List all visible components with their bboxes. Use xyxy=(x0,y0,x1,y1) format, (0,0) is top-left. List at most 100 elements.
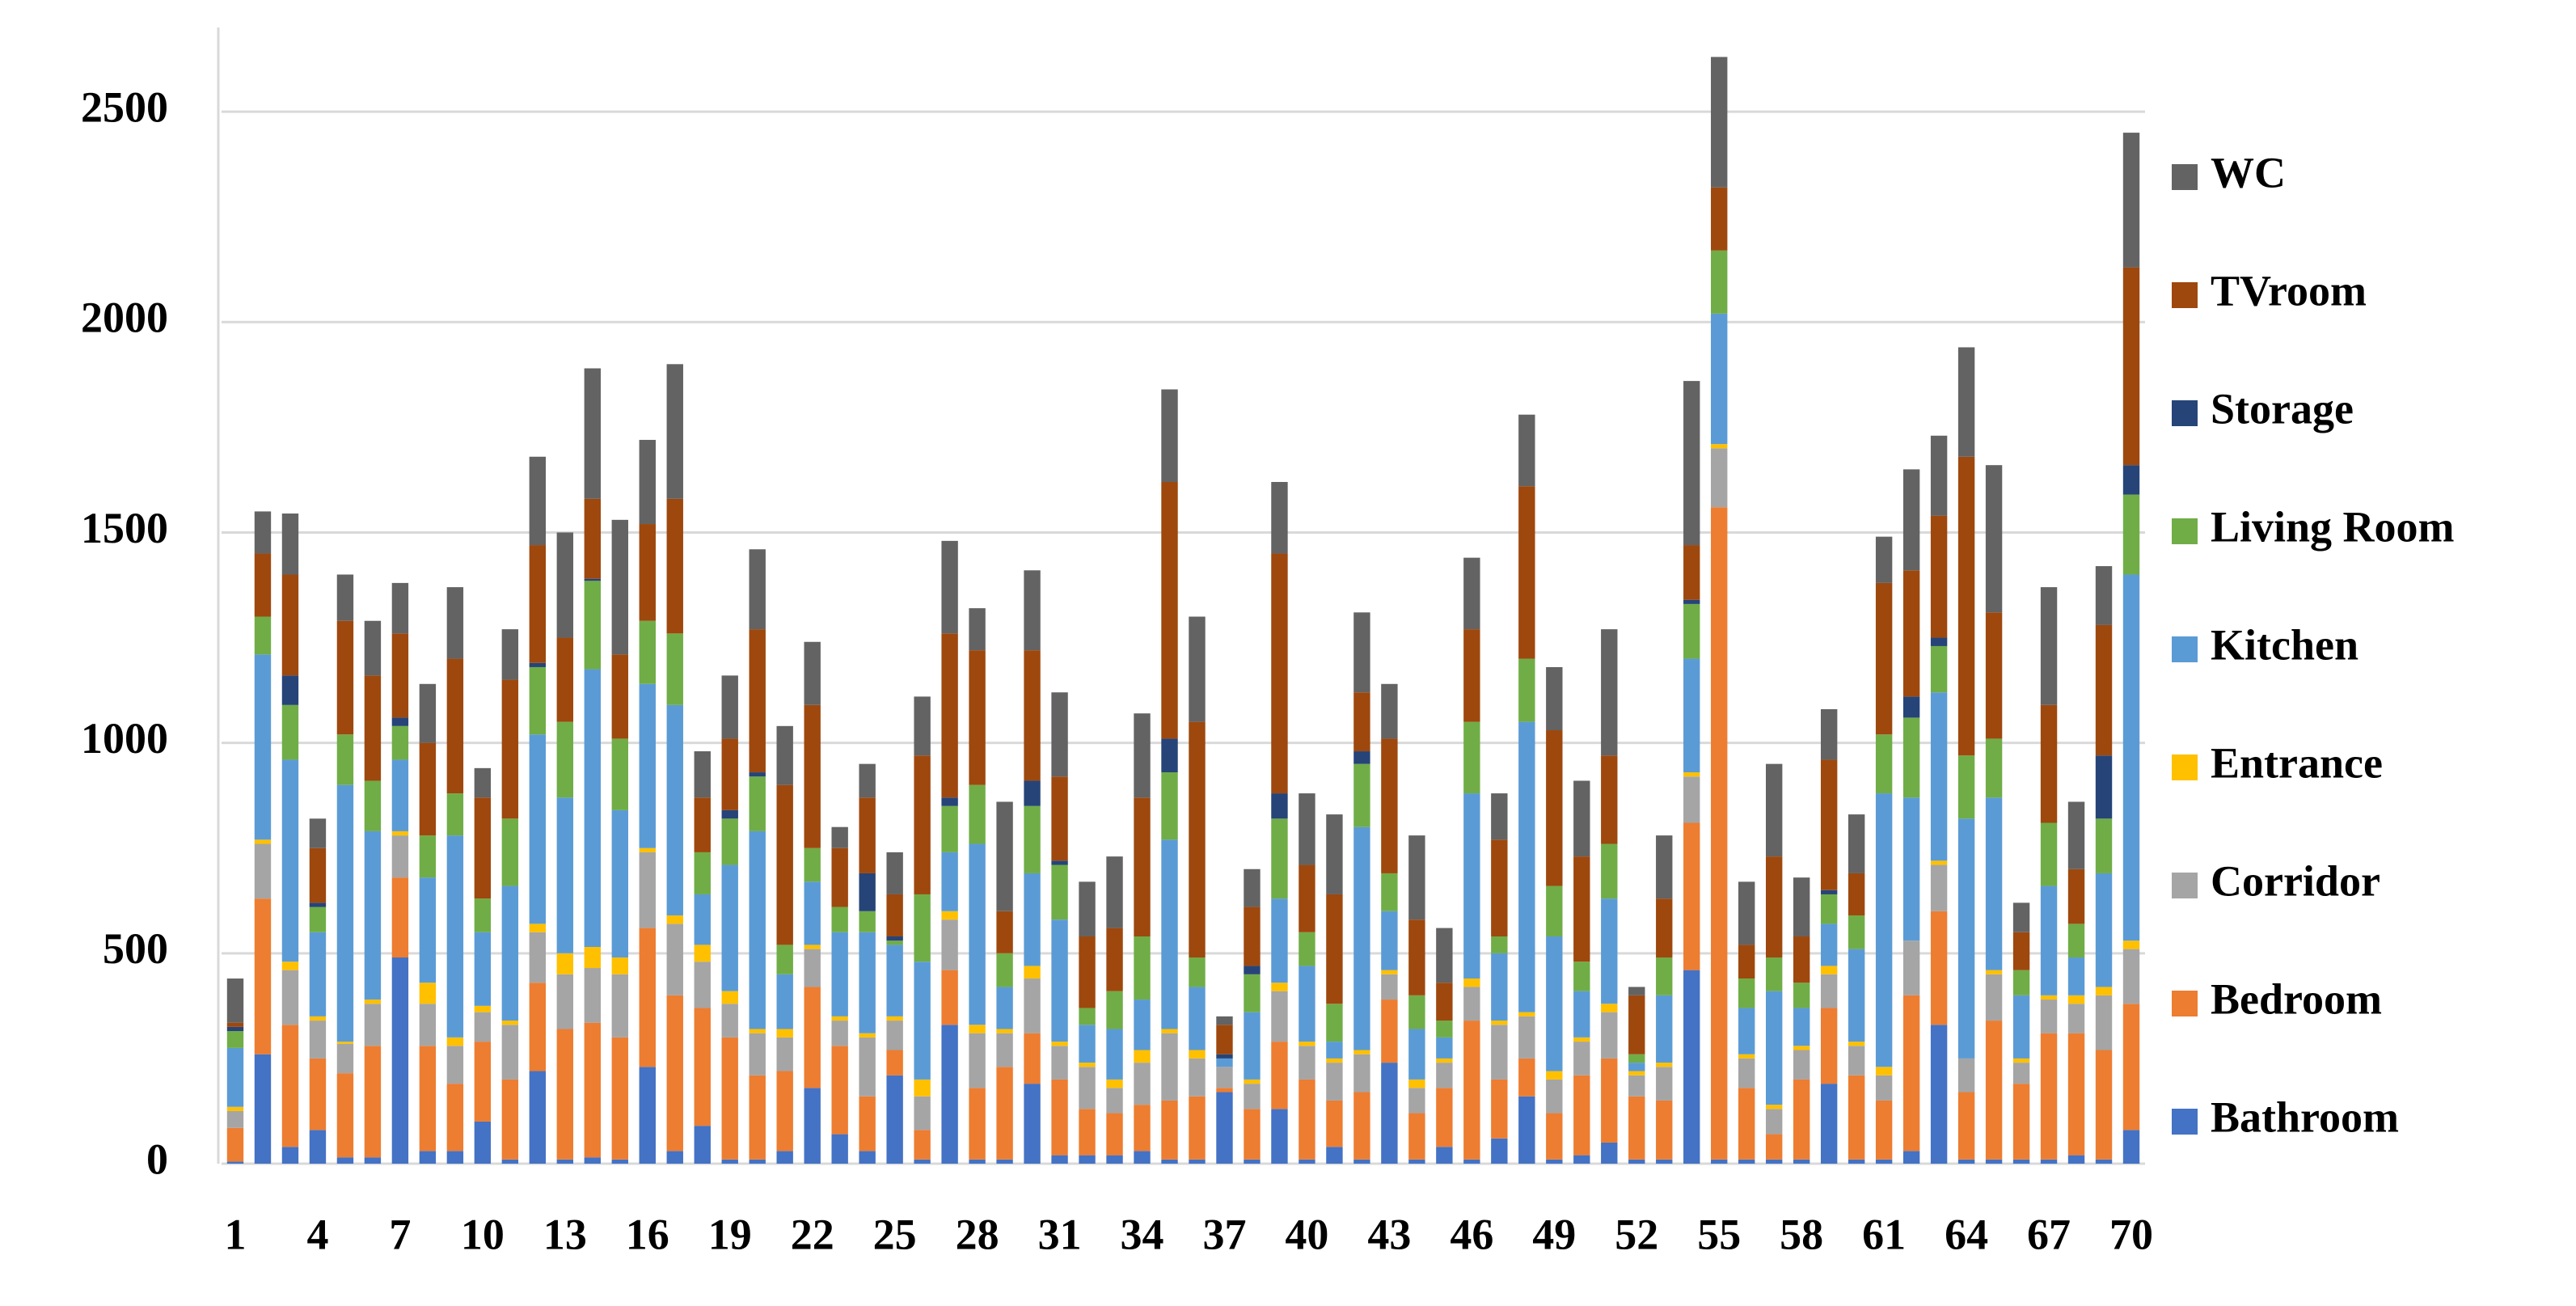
bar-segment xyxy=(1244,1109,1261,1160)
bar-segment xyxy=(474,932,492,1006)
bar-segment xyxy=(749,776,766,831)
bar-segment xyxy=(556,1159,574,1164)
bar-segment xyxy=(1463,557,1480,630)
bar-segment xyxy=(996,987,1013,1029)
bar-segment xyxy=(2122,940,2140,949)
bar-segment xyxy=(694,1126,711,1164)
legend-swatch xyxy=(2172,164,2198,190)
bar-segment xyxy=(1546,1079,1563,1114)
bar-segment xyxy=(694,894,711,945)
bar-segment xyxy=(694,751,711,798)
bar-segment xyxy=(391,582,409,634)
bar-segment xyxy=(1848,873,1865,915)
bar-segment xyxy=(1518,721,1535,1012)
bar-segment xyxy=(666,633,683,705)
legend-swatch xyxy=(2172,518,2198,544)
y-tick-label: 1500 xyxy=(81,504,168,552)
bar-segment xyxy=(831,1021,848,1046)
bar-segment xyxy=(2040,995,2058,1000)
bar-segment xyxy=(1353,692,1370,752)
bar-segment xyxy=(1765,1159,1783,1164)
bar-segment xyxy=(1848,1046,1865,1076)
bar-segment xyxy=(1024,966,1041,979)
bar-segment xyxy=(611,1037,628,1160)
bar-segment xyxy=(1244,974,1261,1012)
x-tick-label: 13 xyxy=(543,1210,587,1258)
bar-segment xyxy=(556,532,574,638)
bar-segment xyxy=(1875,582,1893,735)
bar-segment xyxy=(281,962,299,970)
bar-segment xyxy=(1051,864,1068,920)
bar-segment xyxy=(1601,1058,1618,1143)
bar-segment xyxy=(749,1033,766,1076)
bar-segment xyxy=(1820,890,1838,894)
bar-segment xyxy=(1683,776,1700,823)
bar-segment xyxy=(1299,1079,1315,1160)
bar-segment xyxy=(1518,1096,1535,1164)
bar-segment xyxy=(2095,818,2113,873)
bar-segment xyxy=(529,456,547,546)
bar-segment xyxy=(1299,793,1315,865)
bar-segment xyxy=(1711,187,1728,251)
bar-segment xyxy=(2095,624,2113,756)
bar-segment xyxy=(1491,936,1508,953)
x-tick-label: 67 xyxy=(2027,1210,2071,1258)
bar-segment xyxy=(996,1033,1013,1067)
bar-segment xyxy=(1408,835,1425,920)
bar-segment xyxy=(1024,873,1041,966)
bar-segment xyxy=(831,907,848,932)
bar-segment xyxy=(2095,873,2113,987)
bar-segment xyxy=(996,801,1013,911)
bar-segment xyxy=(1326,894,1343,1004)
bar-segment xyxy=(1051,1155,1068,1164)
bar-segment xyxy=(1765,1134,1783,1160)
bar-segment xyxy=(1189,1058,1206,1097)
bar-segment xyxy=(1765,1105,1783,1109)
bar-segment xyxy=(1848,949,1865,1042)
bar-segment xyxy=(831,1016,848,1021)
bar-segment xyxy=(666,704,683,915)
bar-segment xyxy=(1024,805,1041,873)
legend-label: WC xyxy=(2211,148,2286,197)
bar-segment xyxy=(1738,945,1755,979)
bar-segment xyxy=(611,654,628,739)
bar-segment xyxy=(1985,738,2003,798)
bar-segment xyxy=(226,1031,244,1048)
bar-segment xyxy=(1656,835,1673,899)
bar-segment xyxy=(584,581,602,670)
bar-segment xyxy=(1518,414,1535,487)
bar-segment xyxy=(501,885,519,1021)
bar-segment xyxy=(1491,1079,1508,1139)
bar-segment xyxy=(1957,755,1975,819)
bar-segment xyxy=(1051,919,1068,1042)
bar-segment xyxy=(1765,763,1783,857)
bar-segment xyxy=(1463,793,1480,979)
bar-segment xyxy=(1573,1155,1590,1164)
bar-segment xyxy=(776,725,793,785)
bar-segment xyxy=(391,759,409,831)
bar-segment xyxy=(1106,1155,1123,1164)
bar-segment xyxy=(1683,381,1700,546)
y-tick-label: 1000 xyxy=(81,714,168,763)
bar-segment xyxy=(1271,482,1288,554)
bar-segment xyxy=(694,797,711,852)
bar-segment xyxy=(1161,738,1178,773)
bar-segment xyxy=(639,928,656,1067)
bar-segment xyxy=(1546,666,1563,731)
bar-segment xyxy=(776,945,793,974)
bar-segment xyxy=(749,831,766,1029)
bar-segment xyxy=(446,1037,464,1046)
bar-segment xyxy=(1656,957,1673,995)
bar-segment xyxy=(501,818,519,886)
y-tick-label: 500 xyxy=(103,924,168,973)
bar-segment xyxy=(1326,1042,1343,1059)
bar-segment xyxy=(1106,1079,1123,1088)
bar-segment xyxy=(419,983,437,1004)
bar-segment xyxy=(941,911,958,920)
bar-segment xyxy=(776,1071,793,1152)
bar-segment xyxy=(1271,1109,1288,1164)
bar-segment xyxy=(2067,995,2085,1004)
bar-segment xyxy=(1244,1159,1261,1164)
bar-segment xyxy=(1601,629,1618,756)
bar-segment xyxy=(254,898,272,1055)
